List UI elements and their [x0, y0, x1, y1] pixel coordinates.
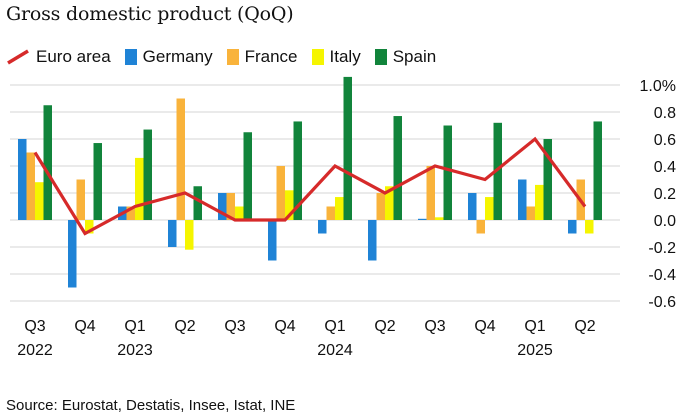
bar-spain	[193, 186, 202, 220]
x-year-label: 2022	[17, 342, 53, 359]
x-tick-label: Q3	[424, 318, 445, 335]
bar-italy	[235, 206, 244, 220]
bar-france	[276, 166, 285, 220]
bar-france	[326, 206, 335, 220]
legend-label-france: France	[244, 47, 298, 66]
bar-italy	[485, 197, 494, 220]
legend-swatch-italy	[311, 49, 324, 65]
bar-italy	[435, 217, 444, 220]
y-tick-label: -0.2	[648, 240, 676, 257]
bars	[18, 76, 602, 288]
x-tick-label: Q4	[274, 318, 295, 335]
x-tick-label: Q1	[324, 318, 345, 335]
legend-swatch-france	[226, 49, 239, 65]
legend-item-france: France	[226, 47, 298, 67]
bar-france	[376, 193, 385, 220]
legend-label-germany: Germany	[142, 47, 213, 66]
bar-france	[126, 206, 135, 220]
source-note: Source: Eurostat, Destatis, Insee, Istat…	[6, 397, 296, 414]
bar-spain	[293, 121, 302, 220]
bar-france	[76, 179, 85, 220]
bar-italy	[585, 220, 594, 234]
bar-italy	[85, 220, 94, 234]
bar-italy	[385, 186, 394, 220]
bar-germany	[168, 220, 177, 247]
bar-italy	[135, 157, 144, 220]
bar-germany	[468, 193, 477, 220]
bar-france	[26, 152, 35, 220]
bar-spain	[393, 116, 402, 220]
bar-france	[176, 98, 185, 220]
chart-title: Gross domestic product (QoQ)	[6, 3, 294, 25]
euro-area-line	[33, 136, 587, 236]
y-tick-label: 0.0	[654, 213, 676, 230]
bar-italy	[185, 220, 194, 250]
legend: Euro area Germany France Italy Spain	[6, 45, 436, 69]
bar-spain	[343, 76, 352, 221]
bar-italy	[35, 182, 44, 220]
bar-spain	[93, 143, 102, 220]
legend-swatch-euro-area	[7, 49, 29, 65]
bar-germany	[68, 220, 77, 288]
bar-germany	[418, 218, 427, 220]
bar-spain	[493, 122, 502, 220]
x-tick-label: Q1	[124, 318, 145, 335]
bar-france	[426, 166, 435, 220]
bar-spain	[543, 139, 552, 220]
x-tick-label: Q4	[474, 318, 495, 335]
bar-france	[476, 220, 485, 234]
x-tick-label: Q2	[374, 318, 395, 335]
legend-item-spain: Spain	[374, 47, 437, 67]
bar-germany	[568, 220, 577, 234]
line-euro-area	[33, 136, 587, 236]
legend-item-germany: Germany	[124, 47, 213, 67]
x-tick-label: Q1	[524, 318, 545, 335]
bar-france	[526, 206, 535, 220]
bar-germany	[368, 220, 377, 261]
y-tick-label: -0.4	[648, 267, 676, 284]
y-tick-label: 1.0%	[640, 78, 676, 95]
bar-spain	[243, 132, 252, 220]
y-tick-label: 0.6	[654, 132, 676, 149]
bar-spain	[443, 125, 452, 220]
legend-item-italy: Italy	[311, 47, 361, 67]
bar-spain	[593, 121, 602, 220]
bar-spain	[143, 129, 152, 220]
legend-label-spain: Spain	[392, 47, 437, 66]
x-tick-label: Q2	[574, 318, 595, 335]
x-year-label: 2023	[117, 342, 153, 359]
bar-germany	[518, 179, 527, 220]
y-tick-label: 0.8	[654, 105, 676, 122]
legend-swatch-spain	[374, 49, 387, 65]
bar-italy	[335, 197, 344, 220]
x-tick-label: Q4	[74, 318, 95, 335]
bar-italy	[535, 184, 544, 220]
bar-spain	[43, 105, 52, 220]
y-axis-tick-labels: 1.0% 0.8 0.6 0.4 0.2 0.0 -0.2 -0.4 -0.6	[640, 78, 677, 311]
bar-germany	[268, 220, 277, 261]
y-tick-label: 0.4	[654, 159, 676, 176]
bar-france	[226, 193, 235, 220]
legend-label-euro-area: Euro area	[36, 47, 111, 66]
x-year-label: 2025	[517, 342, 553, 359]
x-tick-label: Q2	[174, 318, 195, 335]
legend-swatch-germany	[124, 49, 137, 65]
x-tick-label: Q3	[224, 318, 245, 335]
legend-item-euro-area: Euro area	[6, 47, 111, 67]
bar-italy	[285, 190, 294, 220]
bar-germany	[218, 193, 227, 220]
legend-label-italy: Italy	[329, 47, 361, 66]
x-axis-tick-labels: Q3 Q4 Q1 Q2 Q3 Q4 Q1 Q2 Q3 Q4 Q1 Q2 2022 2023 2024 2025	[17, 318, 596, 359]
x-year-label: 2024	[317, 342, 353, 359]
bar-germany	[318, 220, 327, 234]
x-tick-label: Q3	[24, 318, 45, 335]
bar-germany	[18, 139, 27, 220]
y-tick-label: 0.2	[654, 186, 676, 203]
y-tick-label: -0.6	[648, 294, 676, 311]
